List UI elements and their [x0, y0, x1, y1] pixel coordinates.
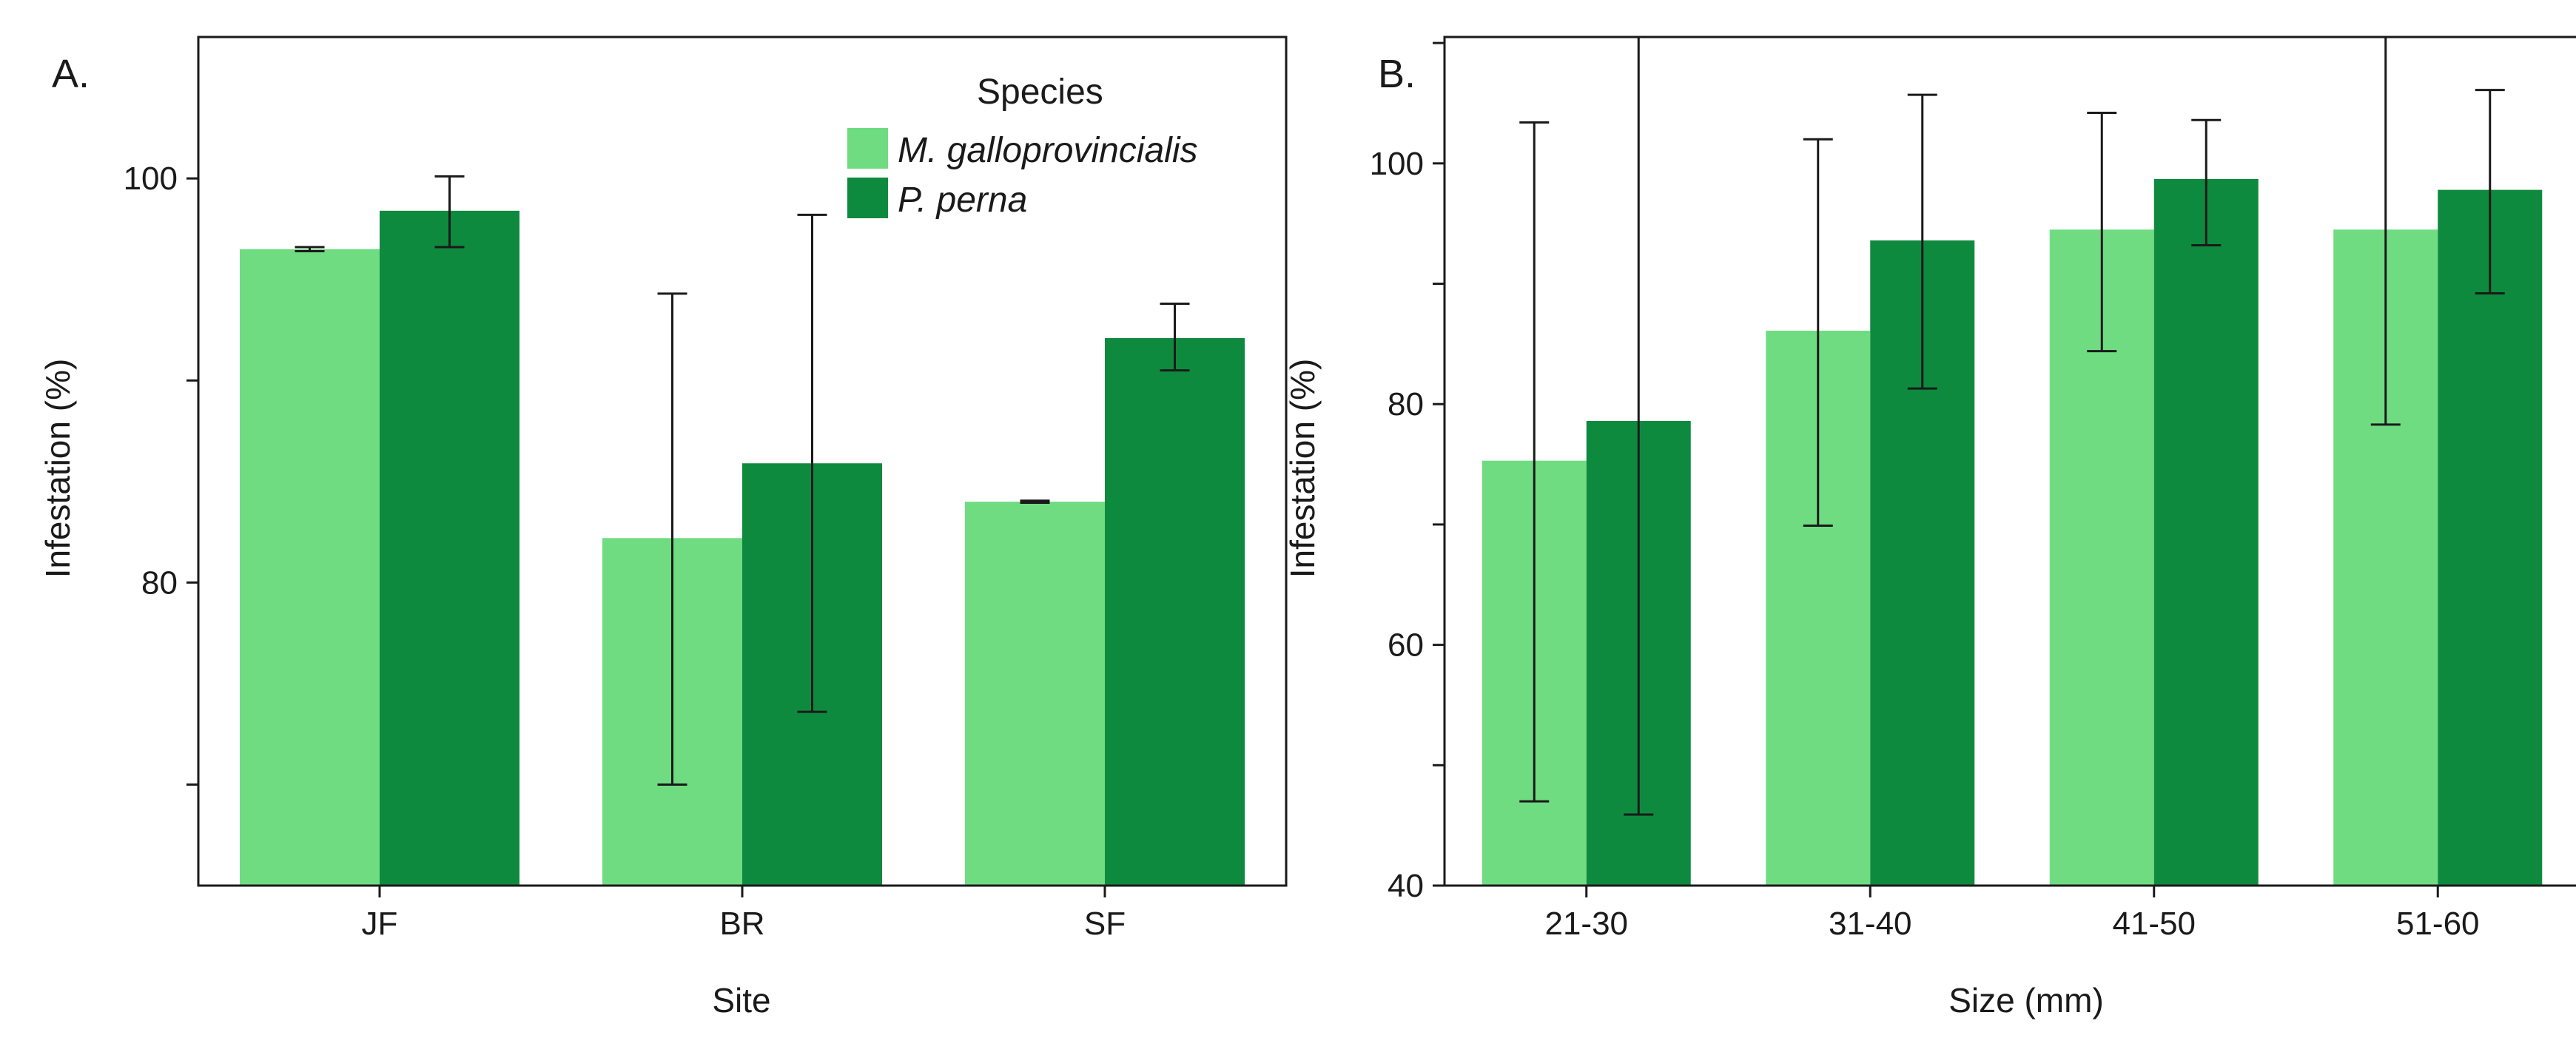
panel-a-error-bar-jf-m-galloprovincialis: [295, 246, 325, 252]
panel-a-bar-jf-m-galloprovincialis: [240, 249, 380, 886]
legend-swatch-m-galloprovincialis: [847, 128, 888, 169]
panel-a-bar-jf-p-perna: [380, 210, 519, 886]
legend-label-p-perna: P. perna: [898, 181, 1027, 220]
panel-b-x-tick-label-21-30: 21-30: [1544, 906, 1628, 942]
panel-a-x-axis-title: Site: [712, 981, 770, 1020]
panel-b-bar-41-50-p-perna: [2153, 178, 2259, 886]
panel-b: B. 21-30 31-40 41-50 51-60 40 60 80 100 Infesta…: [1283, 36, 2576, 1020]
panel-b-error-bar-31-40-m-galloprovincialis: [1803, 138, 1833, 528]
legend-swatch-p-perna: [847, 178, 888, 218]
panel-b-label: B.: [1378, 52, 1416, 96]
panel-b-x-tick-label-31-40: 31-40: [1829, 906, 1912, 942]
panel-b-plot: 21-30 31-40 41-50 51-60 40 60 80 100: [1370, 36, 2576, 942]
panel-a-label: A.: [52, 52, 90, 96]
panel-b-error-bar-31-40-p-perna: [1907, 93, 1937, 390]
panel-a-y-tick-label-80: 80: [141, 565, 178, 601]
panel-a-error-bar-br-m-galloprovincialis: [657, 292, 687, 786]
panel-a-plot: JF BR SF 80 100: [124, 36, 1288, 942]
panel-b-error-bar-41-50-p-perna: [2191, 118, 2222, 246]
panel-b-plot-frame: [1443, 36, 2576, 887]
panel-b-error-bar-41-50-m-galloprovincialis: [2087, 111, 2117, 353]
panel-b-y-tick-label-80: 80: [1388, 386, 1424, 422]
panel-a-bar-sf-p-perna: [1105, 337, 1245, 886]
legend-title: Species: [977, 73, 1103, 112]
panel-b-x-tick-label-51-60: 51-60: [2396, 906, 2480, 942]
panel-b-x-axis-title: Size (mm): [1948, 981, 2104, 1020]
panel-a-y-axis-title: Infestation (%): [38, 359, 77, 579]
panel-a-error-bar-sf-p-perna: [1160, 302, 1190, 372]
legend-label-m-galloprovincialis: M. galloprovincialis: [898, 131, 1198, 170]
panel-a-bar-sf-m-galloprovincialis: [965, 502, 1105, 886]
panel-b-error-bar-51-60-p-perna: [2475, 89, 2505, 295]
legend: Species M. galloprovincialis P. perna: [847, 73, 1198, 220]
panel-a-x-tick-label-jf: JF: [362, 906, 398, 942]
panel-a: A. JF BR SF 80 100 Infestation (%) Site Spec…: [38, 36, 1288, 1020]
panel-a-y-tick-label-100: 100: [124, 161, 178, 197]
panel-a-plot-frame: [197, 36, 1288, 887]
panel-a-x-tick-label-sf: SF: [1084, 906, 1126, 942]
panel-b-x-tick-label-41-50: 41-50: [2112, 906, 2196, 942]
panel-b-y-axis-title: Infestation (%): [1283, 359, 1322, 579]
panel-a-x-tick-label-br: BR: [719, 906, 764, 942]
panel-b-y-tick-label-40: 40: [1388, 868, 1424, 904]
panel-a-error-bar-jf-p-perna: [434, 175, 465, 249]
panel-a-error-bar-sf-m-galloprovincialis: [1020, 499, 1050, 504]
panel-b-error-bar-21-30-m-galloprovincialis: [1519, 121, 1550, 803]
panel-a-error-bar-br-p-perna: [797, 213, 827, 713]
panel-b-y-tick-label-100: 100: [1370, 146, 1424, 182]
panel-b-bar-51-60-p-perna: [2438, 189, 2543, 886]
panel-b-y-tick-label-60: 60: [1388, 627, 1424, 664]
